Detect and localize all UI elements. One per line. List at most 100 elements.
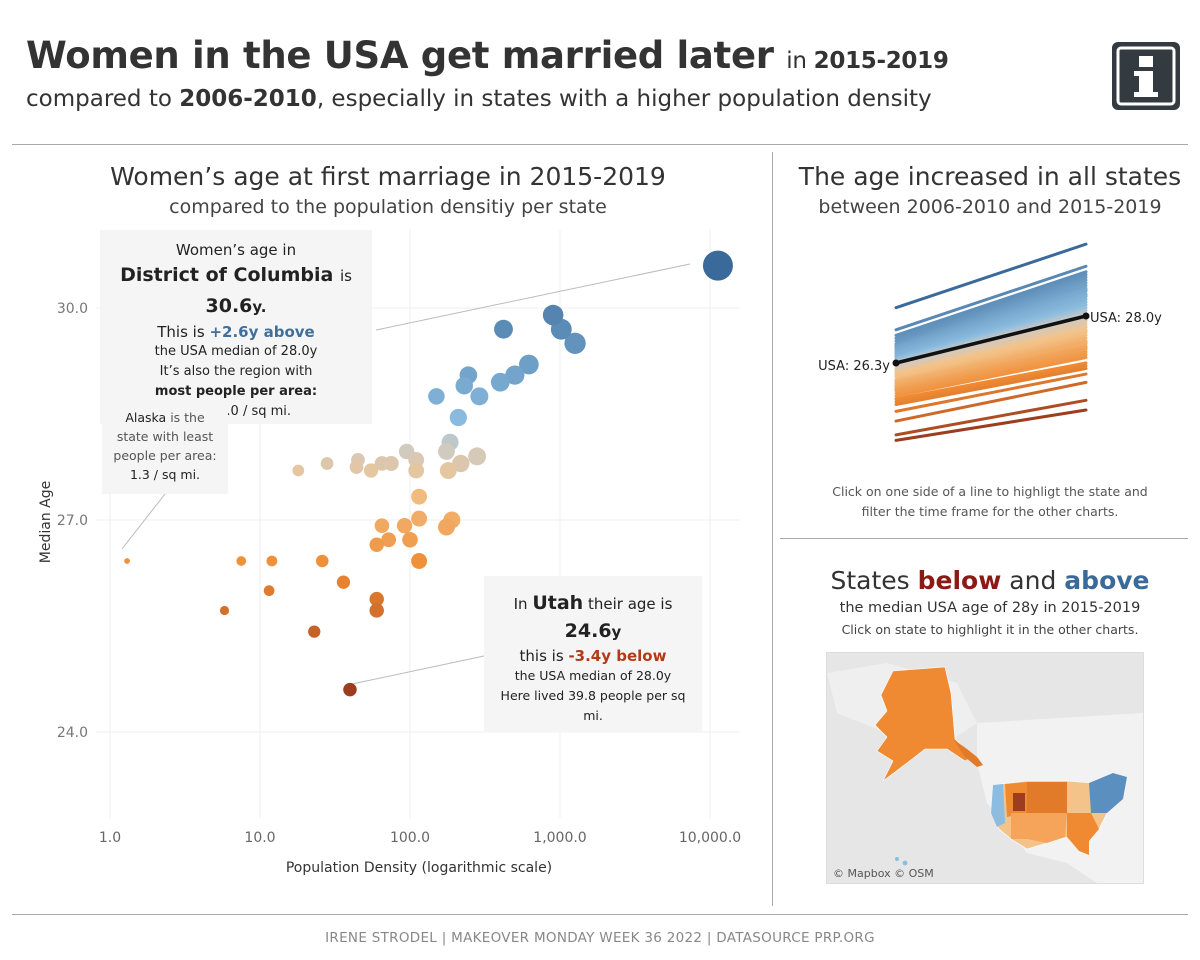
scatter-point[interactable]	[336, 575, 351, 589]
alaska-leader-line	[121, 493, 166, 550]
slope-line[interactable]	[894, 398, 1088, 437]
scatter-x-tick-label: 1,000.0	[533, 830, 586, 846]
slope-line[interactable]	[894, 289, 1088, 353]
scatter-point[interactable]	[438, 518, 455, 536]
slope-line[interactable]	[894, 300, 1088, 359]
slope-line[interactable]	[894, 242, 1088, 310]
scatter-point[interactable]	[343, 682, 357, 697]
scatter-x-tick-label: 100.0	[390, 830, 430, 846]
slope-line[interactable]	[894, 303, 1088, 361]
scatter-point[interactable]	[455, 376, 473, 395]
slope-line[interactable]	[894, 331, 1088, 379]
scatter-point[interactable]	[542, 304, 564, 326]
hawaii-state[interactable]	[895, 857, 899, 861]
scatter-point[interactable]	[402, 531, 418, 548]
southwest-states[interactable]	[1011, 813, 1027, 839]
scatter-point[interactable]	[411, 488, 428, 505]
slope-usa-line-path[interactable]	[895, 314, 1087, 365]
scatter-point[interactable]	[263, 585, 275, 597]
slope-usa-line[interactable]	[892, 312, 1090, 367]
scatter-point[interactable]	[438, 443, 455, 460]
slope-line[interactable]	[894, 336, 1088, 383]
scatter-point[interactable]	[236, 556, 247, 566]
slope-line[interactable]	[894, 275, 1088, 343]
scatter-point[interactable]	[494, 319, 513, 339]
slope-line[interactable]	[894, 364, 1088, 404]
scatter-point[interactable]	[369, 591, 384, 607]
scatter-point[interactable]	[411, 553, 428, 569]
scatter-point[interactable]	[374, 518, 390, 533]
scatter-point[interactable]	[369, 603, 384, 618]
slope-line[interactable]	[894, 342, 1088, 387]
scatter-point[interactable]	[449, 408, 467, 427]
slope-line[interactable]	[894, 350, 1088, 393]
info-icon[interactable]	[1110, 40, 1182, 112]
scatter-point[interactable]	[468, 447, 487, 466]
scatter-point[interactable]	[428, 388, 445, 405]
northeast-states[interactable]	[1089, 773, 1127, 813]
utah-state[interactable]	[1013, 793, 1025, 811]
scatter-point[interactable]	[349, 460, 364, 474]
slope-line[interactable]	[894, 408, 1088, 442]
scatter-point[interactable]	[396, 517, 413, 534]
scatter-point[interactable]	[374, 456, 390, 471]
subtitle-pre: compared to	[26, 86, 172, 112]
slope-line[interactable]	[894, 306, 1088, 362]
scatter-point[interactable]	[363, 463, 379, 478]
south-central-states[interactable]	[1027, 813, 1067, 843]
scatter-point[interactable]	[320, 457, 334, 470]
slope-line[interactable]	[894, 355, 1088, 398]
dashboard-title: Women in the USA get married later in 20…	[26, 34, 949, 77]
scatter-point[interactable]	[411, 510, 428, 527]
slope-line[interactable]	[894, 347, 1088, 391]
plains-states[interactable]	[1027, 782, 1067, 813]
southeast-states[interactable]	[1067, 813, 1099, 855]
scatter-point[interactable]	[315, 554, 329, 568]
slope-line[interactable]	[894, 284, 1088, 348]
slope-line[interactable]	[894, 281, 1088, 347]
scatter-point[interactable]	[381, 532, 397, 548]
slope-lines[interactable]	[894, 242, 1088, 442]
midwest-states[interactable]	[1067, 782, 1091, 813]
scatter-point[interactable]	[369, 537, 384, 552]
scatter-point[interactable]	[505, 365, 525, 385]
slope-line[interactable]	[894, 372, 1088, 413]
slope-line[interactable]	[894, 353, 1088, 395]
alaska-panhandle[interactable]	[953, 739, 983, 767]
slope-line[interactable]	[894, 278, 1088, 346]
alaska-state[interactable]	[874, 666, 974, 782]
slope-line[interactable]	[894, 361, 1088, 401]
slope-line[interactable]	[894, 320, 1088, 372]
slope-line[interactable]	[894, 333, 1088, 382]
scatter-point[interactable]	[308, 625, 321, 638]
slope-line[interactable]	[894, 308, 1088, 364]
slope-line[interactable]	[894, 325, 1088, 375]
us-choropleth-map[interactable]: © Mapbox © OSM	[826, 652, 1144, 884]
scatter-point[interactable]	[564, 332, 586, 354]
scatter-point[interactable]	[490, 372, 510, 392]
scatter-point[interactable]	[408, 462, 425, 479]
west-coast-states[interactable]	[991, 784, 1005, 827]
header-divider	[12, 144, 1188, 145]
slope-line[interactable]	[894, 273, 1088, 340]
slope-line[interactable]	[894, 367, 1088, 406]
scatter-point[interactable]	[452, 454, 470, 473]
scatter-point[interactable]	[702, 250, 733, 281]
scatter-point[interactable]	[266, 555, 278, 567]
slope-line[interactable]	[894, 322, 1088, 373]
slope-line[interactable]	[894, 270, 1088, 337]
slope-usa-end-point[interactable]	[1082, 312, 1090, 320]
map-note: Click on state to highlight it in the ot…	[841, 622, 1139, 637]
scatter-point[interactable]	[470, 387, 489, 406]
scatter-point[interactable]	[292, 464, 305, 477]
scatter-points[interactable]	[124, 250, 733, 697]
slope-usa-start-point[interactable]	[892, 359, 900, 367]
scatter-point[interactable]	[124, 558, 130, 564]
slope-line[interactable]	[894, 380, 1088, 423]
slope-line[interactable]	[894, 297, 1088, 358]
scatter-point[interactable]	[439, 462, 457, 479]
slope-line[interactable]	[894, 264, 1088, 332]
scatter-point[interactable]	[518, 354, 539, 375]
slope-line[interactable]	[894, 295, 1088, 357]
scatter-point[interactable]	[219, 605, 230, 616]
